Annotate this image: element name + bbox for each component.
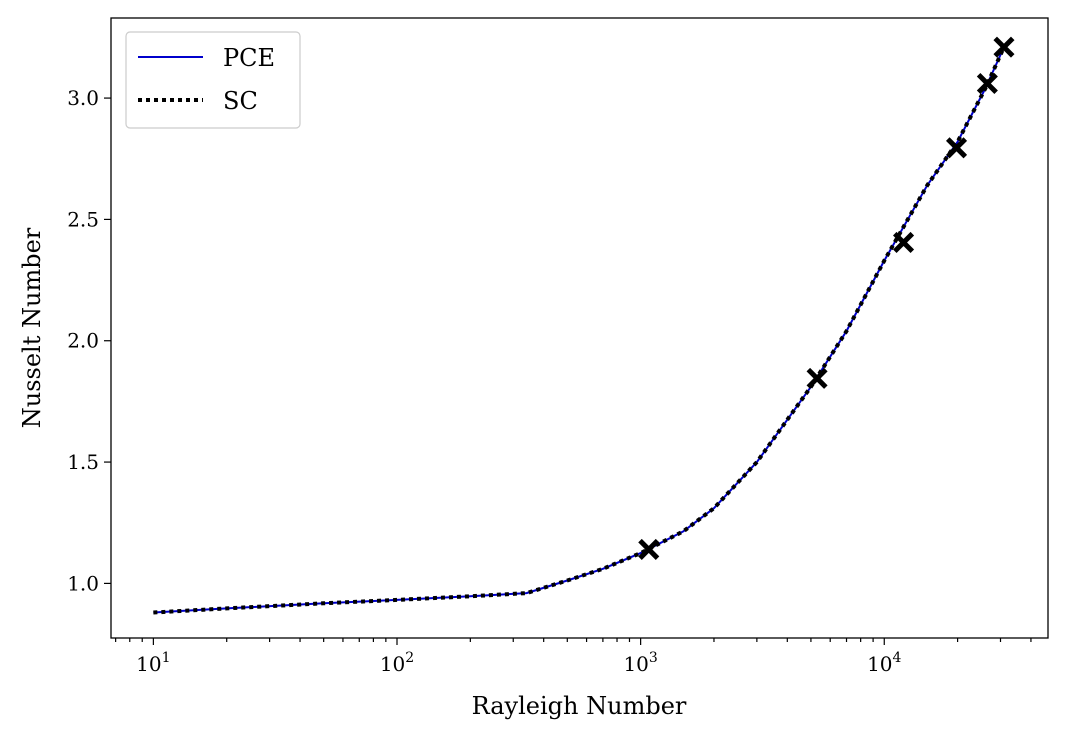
x-axis-label: Rayleigh Number: [472, 692, 687, 720]
x-axis: 101 102 103 104: [115, 638, 1032, 676]
x-tick-label: 104: [867, 650, 901, 676]
y-tick-label: 1.5: [67, 450, 99, 474]
y-axis-label: Nusselt Number: [18, 227, 46, 428]
y-tick-label: 2.5: [67, 207, 99, 231]
legend: PCE SC: [125, 31, 301, 129]
y-tick-label: 2.0: [67, 329, 99, 353]
y-tick-label: 1.0: [67, 571, 99, 595]
data-marker: [893, 231, 915, 253]
data-marker: [638, 538, 660, 560]
plot-frame: [110, 17, 1049, 639]
data-marker: [806, 367, 828, 389]
data-marker: [993, 36, 1015, 58]
series-line-sc: [153, 46, 1006, 615]
y-axis: 1.0 1.5 2.0 2.5 3.0: [67, 86, 111, 595]
x-tick-label: 102: [380, 650, 414, 676]
legend-pce-label: PCE: [223, 44, 275, 72]
series-line-pce: [153, 46, 1005, 614]
x-tick-label: 103: [623, 650, 657, 676]
data-marker: [976, 72, 998, 95]
y-tick-label: 3.0: [67, 86, 99, 110]
data-marker: [945, 137, 968, 159]
plot-area: [153, 36, 1015, 615]
x-tick-label: 101: [136, 650, 170, 676]
legend-sc-label: SC: [223, 87, 258, 115]
